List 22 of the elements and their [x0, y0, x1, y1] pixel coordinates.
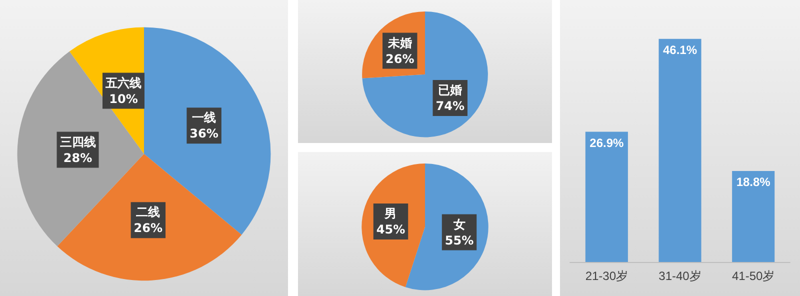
data-label: 26%: [386, 52, 414, 66]
slice-label: 二线: [136, 205, 160, 220]
data-label: 74%: [436, 98, 464, 113]
data-label: 26%: [134, 221, 163, 236]
data-label: 28%: [63, 150, 92, 165]
slice-label: 已婚: [438, 82, 462, 97]
data-label: 45%: [376, 222, 406, 236]
x-tick-label: 31-40岁: [658, 269, 702, 283]
x-tick-label: 21-30岁: [585, 269, 628, 283]
slice-label: 五六线: [104, 76, 142, 90]
slice-label: 一线: [192, 110, 216, 125]
slice-label: 未婚: [386, 36, 412, 50]
data-label: 26.9%: [590, 136, 624, 150]
slice-label: 三四线: [60, 134, 96, 149]
x-tick-label: 41-50岁: [732, 269, 775, 283]
data-label: 10%: [109, 92, 138, 106]
data-label: 36%: [190, 126, 218, 141]
slice-label: 女: [452, 217, 466, 232]
data-label: 55%: [444, 233, 474, 248]
data-label: 18.8%: [736, 175, 771, 190]
data-label: 46.1%: [662, 42, 698, 57]
slice-label: 男: [384, 206, 397, 220]
